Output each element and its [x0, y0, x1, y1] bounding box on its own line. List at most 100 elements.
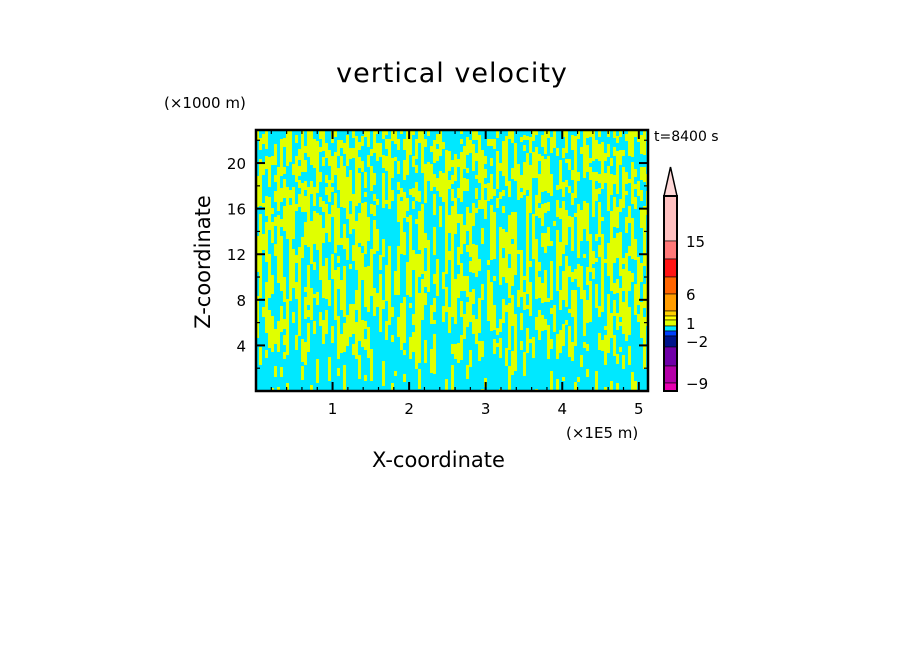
heatmap-cell [547, 169, 550, 179]
heatmap-cell [631, 146, 634, 150]
heatmap-cell [322, 237, 325, 243]
heatmap-cell [571, 142, 574, 150]
heatmap-cell [316, 152, 319, 161]
heatmap-cell [526, 226, 529, 235]
heatmap-cell [256, 176, 259, 187]
heatmap-cell [523, 292, 526, 310]
heatmap-cell [535, 153, 538, 166]
heatmap-cell [562, 278, 565, 300]
heatmap-cell [631, 137, 634, 141]
heatmap-cell [514, 314, 517, 318]
heatmap-cell [361, 338, 364, 347]
heatmap-cell [265, 350, 268, 358]
heatmap-cell [370, 349, 373, 369]
heatmap-cell [493, 212, 496, 234]
heatmap-cell [508, 280, 511, 286]
heatmap-cell [373, 149, 376, 153]
heatmap-cell [517, 180, 520, 184]
heatmap-cell [538, 196, 541, 203]
heatmap-cell [343, 365, 346, 385]
heatmap-cell [310, 130, 313, 143]
heatmap-cell [349, 188, 352, 201]
heatmap-cell [268, 310, 271, 335]
heatmap-cell [541, 283, 544, 303]
heatmap-cell [391, 165, 394, 178]
heatmap-cell [370, 249, 373, 261]
heatmap-cell [403, 374, 406, 382]
heatmap-cell [451, 382, 454, 391]
heatmap-cell [490, 311, 493, 316]
heatmap-cell [397, 262, 400, 273]
heatmap-cell [520, 137, 523, 142]
heatmap-cell [370, 149, 373, 156]
heatmap-cell [607, 349, 610, 353]
heatmap-cell [436, 178, 439, 191]
heatmap-cell [586, 130, 589, 138]
heatmap-cell [436, 134, 439, 144]
heatmap-cell [517, 175, 520, 180]
heatmap-cell [493, 189, 496, 196]
heatmap-cell [502, 206, 505, 213]
heatmap-cell [346, 153, 349, 166]
heatmap-cell [514, 156, 517, 166]
heatmap-cell [277, 321, 280, 333]
heatmap-cell [565, 256, 568, 280]
heatmap-cell [283, 138, 286, 147]
heatmap-cell [607, 179, 610, 185]
heatmap-cell [328, 180, 331, 192]
heatmap-cell [478, 200, 481, 205]
heatmap-cell [523, 175, 526, 181]
heatmap-cell [445, 150, 448, 154]
heatmap-cell [259, 138, 262, 150]
heatmap-cell [490, 316, 493, 331]
heatmap-cell [391, 158, 394, 165]
heatmap-cell [418, 211, 421, 233]
colorbar: 15 6 1−2 −9 [663, 166, 708, 393]
heatmap-cell [403, 167, 406, 180]
heatmap-cell [535, 166, 538, 178]
heatmap-cell [358, 325, 361, 341]
heatmap-cell [592, 179, 595, 190]
heatmap-cell [364, 321, 367, 329]
heatmap-cell [433, 227, 436, 243]
colorbar-segment [663, 258, 678, 278]
heatmap-cell [331, 170, 334, 183]
heatmap-cell [526, 328, 529, 353]
heatmap-cell [640, 190, 643, 201]
heatmap-cell [367, 327, 370, 337]
heatmap-cell [625, 134, 628, 141]
heatmap-cell [565, 237, 568, 245]
heatmap-cell [472, 244, 475, 252]
heatmap-cell [361, 320, 364, 338]
heatmap-cell [607, 257, 610, 276]
heatmap-cell [265, 130, 268, 139]
heatmap-cell [295, 335, 298, 350]
heatmap-cell [433, 194, 436, 205]
heatmap-cell [385, 161, 388, 171]
heatmap-cell [535, 274, 538, 299]
heatmap-cell [487, 183, 490, 193]
heatmap-cell [445, 292, 448, 312]
heatmap-cell [259, 347, 262, 365]
heatmap-cell [496, 328, 499, 335]
heatmap-cell [607, 170, 610, 179]
heatmap-cell [523, 162, 526, 175]
heatmap-cell [559, 178, 562, 189]
heatmap-cell [277, 333, 280, 352]
heatmap-cell [472, 144, 475, 157]
heatmap-cell [301, 183, 304, 196]
heatmap-cell [412, 201, 415, 209]
heatmap-cell [265, 196, 268, 208]
heatmap-cell [565, 142, 568, 153]
heatmap-cell [280, 139, 283, 149]
heatmap-cell [640, 302, 643, 322]
heatmap-cell [379, 284, 382, 299]
heatmap-cell [346, 315, 349, 327]
heatmap-cell [613, 209, 616, 227]
heatmap-cell [559, 242, 562, 266]
heatmap-cell [313, 224, 316, 244]
heatmap-cell [586, 300, 589, 323]
heatmap-cell [304, 160, 307, 164]
heatmap-cell [559, 290, 562, 310]
heatmap-cell [523, 276, 526, 280]
